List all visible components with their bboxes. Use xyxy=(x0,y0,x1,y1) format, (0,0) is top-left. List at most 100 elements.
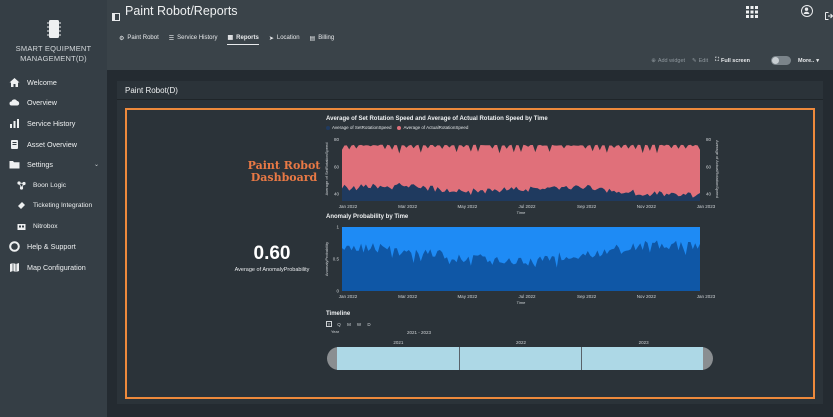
brand-name: SMART EQUIPMENT MANAGEMENT(D) xyxy=(15,44,92,63)
chart-rotation-legend: Average of SetRotationSpeed Average of A… xyxy=(326,125,468,130)
y-tick-label: 80 xyxy=(334,137,340,142)
sidebar-item-label: Nitrobox xyxy=(33,222,58,230)
chart-rotation-speed: 40 60 80 40 60 80 Jan 2022 Mar 2022 May 2022 Jul … xyxy=(324,137,720,215)
sidebar-item-label: Asset Overview xyxy=(27,139,77,149)
panel-toggle-icon[interactable] xyxy=(112,8,120,21)
home-icon xyxy=(9,77,20,88)
y-tick-label-right: 40 xyxy=(706,192,712,197)
y-tick-label: 40 xyxy=(334,192,340,197)
timeline-title: Timeline xyxy=(326,311,351,317)
x-tick-label: Jan 2023 xyxy=(697,204,716,209)
sidebar-item-settings[interactable]: Settings ⌄ xyxy=(0,154,107,174)
tab-label: Service History xyxy=(177,35,218,41)
timeline-granularity: Y Q M W D xyxy=(326,321,372,327)
sidebar-item-nitrobox[interactable]: Nitrobox xyxy=(0,216,107,236)
granularity-day[interactable]: D xyxy=(367,321,371,327)
tab-reports[interactable]: ▦ Reports xyxy=(227,34,259,45)
sidebar-item-service-history[interactable]: Service History xyxy=(0,113,107,133)
dashboard-icon: ▦ xyxy=(227,35,234,41)
chart-anomaly-title: Anomaly Probability by Time xyxy=(326,214,409,220)
y-tick-label-right: 80 xyxy=(706,137,712,142)
granularity-month[interactable]: M xyxy=(347,321,351,327)
report-panel: Paint Robot(D) Paint Robot Dashboard 0.6… xyxy=(117,81,823,404)
x-tick-label: May 2022 xyxy=(457,294,477,299)
legend-label: Average of ActualRotationSpeed xyxy=(403,125,469,130)
tab-billing[interactable]: ▤ Billing xyxy=(310,34,335,45)
y-tick-label: 60 xyxy=(334,164,340,169)
dashboard-toolbar: ⊕ Add widget ✎ Edit ⛶ Full screen More.. ▾ xyxy=(651,56,819,65)
timeline-selection[interactable] xyxy=(337,347,703,370)
chevron-down-icon: ▾ xyxy=(816,57,819,64)
list-icon: ☰ xyxy=(168,35,175,42)
tab-label: Billing xyxy=(318,35,335,41)
brand: SMART EQUIPMENT MANAGEMENT(D) xyxy=(0,18,107,64)
full-screen-button[interactable]: ⛶ Full screen xyxy=(715,57,750,64)
x-tick-label: Jul 2022 xyxy=(518,204,536,209)
granularity-year[interactable]: Y xyxy=(326,321,332,327)
ticket-icon xyxy=(17,201,26,210)
user-account-icon[interactable] xyxy=(801,5,813,17)
header: Paint Robot/Reports ⚙ Paint Robot ☰ Servic… xyxy=(107,0,833,70)
tab-location[interactable]: ➤ Location xyxy=(269,34,300,45)
tab-paint-robot[interactable]: ⚙ Paint Robot xyxy=(119,34,159,45)
plus-circle-icon: ⊕ xyxy=(651,57,656,64)
sidebar-item-label: Welcome xyxy=(27,77,57,87)
full-screen-label: Full screen xyxy=(720,57,751,64)
sidebar-item-map-configuration[interactable]: Map Configuration xyxy=(0,257,107,277)
x-tick-label: Nov 2022 xyxy=(637,294,657,299)
edit-mode-toggle[interactable] xyxy=(771,56,792,65)
lifebuoy-icon xyxy=(9,240,20,252)
timeline-year: 2022 xyxy=(516,340,527,345)
sidebar-item-ticketing-integration[interactable]: Ticketing Integration xyxy=(0,195,107,215)
sidebar-item-welcome[interactable]: Welcome xyxy=(0,72,107,92)
panel-divider xyxy=(117,99,823,100)
sidebar-item-label: Map Configuration xyxy=(27,262,86,272)
sidebar-item-label: Overview xyxy=(27,97,57,107)
sidebar-item-asset-overview[interactable]: Asset Overview xyxy=(0,134,107,154)
sidebar-item-help-support[interactable]: Help & Support xyxy=(0,236,107,256)
dashboard-title: Paint Robot Dashboard xyxy=(244,160,324,184)
timeline-slider[interactable] xyxy=(327,347,713,370)
more-menu-button[interactable]: More.. ▾ xyxy=(798,58,819,64)
tab-service-history[interactable]: ☰ Service History xyxy=(169,34,218,45)
edit-button[interactable]: ✎ Edit xyxy=(692,58,708,64)
area-set-rotation-speed xyxy=(342,182,700,201)
area-anomaly-probability xyxy=(342,240,700,291)
granularity-quarter[interactable]: Q xyxy=(337,321,341,327)
app-grid-icon[interactable] xyxy=(746,5,758,18)
legend-item-set-speed: Average of SetRotationSpeed xyxy=(326,125,391,130)
sidebar-item-boon-logic[interactable]: Boon Logic xyxy=(0,175,107,195)
edit-label: Edit xyxy=(698,57,709,64)
tab-label: Location xyxy=(276,35,300,41)
legend-label: Average of SetRotationSpeed xyxy=(332,125,392,130)
panel-title: Paint Robot(D) xyxy=(125,86,178,95)
sidebar-item-label: Help & Support xyxy=(27,241,76,251)
expand-icon: ⛶ xyxy=(715,57,719,63)
add-widget-button[interactable]: ⊕ Add widget xyxy=(651,58,685,64)
main-content: Paint Robot(D) Paint Robot Dashboard 0.6… xyxy=(107,70,833,417)
granularity-week[interactable]: W xyxy=(356,321,362,327)
y-axis-label: AnomalyProbability xyxy=(324,242,329,276)
sidebar-item-overview[interactable]: Overview xyxy=(0,92,107,112)
legend-item-actual-speed: Average of ActualRotationSpeed xyxy=(397,125,468,130)
x-tick-label: Nov 2022 xyxy=(637,204,657,209)
timeline-year-divider xyxy=(459,347,460,370)
dashboard-title-line1: Paint Robot xyxy=(247,159,321,172)
y-axis-label-right: Average of ActualRotationSpeed xyxy=(715,140,720,198)
timeline-year: 2021 xyxy=(393,340,404,345)
x-tick-label: May 2022 xyxy=(457,204,477,209)
x-axis-label: Time xyxy=(517,300,527,305)
x-tick-label: Sep 2022 xyxy=(577,204,597,209)
timeline-year: 2023 xyxy=(638,340,649,345)
y-tick-label: 1 xyxy=(336,225,339,230)
billing-icon: ▤ xyxy=(309,35,316,42)
x-tick-label: Sep 2022 xyxy=(577,294,597,299)
logout-icon[interactable] xyxy=(825,7,833,20)
tab-label: Reports xyxy=(236,34,259,41)
dashboard-title-line2: Dashboard xyxy=(250,171,318,184)
asset-icon xyxy=(9,139,20,150)
timeline-year-divider xyxy=(581,347,582,370)
y-tick-label-right: 60 xyxy=(706,164,712,169)
granularity-selected-label: Year xyxy=(331,329,340,334)
nodes-icon xyxy=(17,180,26,190)
